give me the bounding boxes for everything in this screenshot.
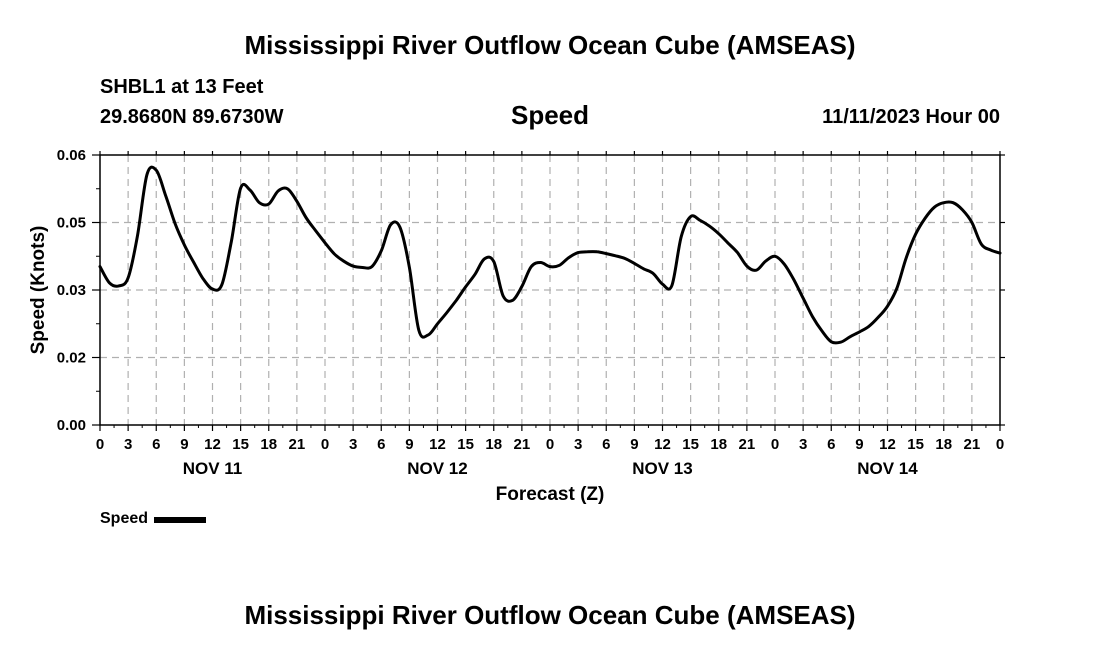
x-tick-label: 21 [289, 436, 306, 453]
x-tick-label: 6 [602, 436, 610, 453]
axis-labels: 0 3 6 9 12 15 18 21 0 3 6 9 12 15 18 21 0 3 6 9 12 15 18 21 0 3 6 9… [28, 147, 1004, 505]
y-tick-label: 0.06 [57, 147, 86, 164]
y-tick-label: 0.00 [57, 417, 86, 434]
x-tick-label: 0 [546, 436, 554, 453]
x-tick-label: 9 [855, 436, 863, 453]
x-tick-label: 12 [204, 436, 221, 453]
legend-line-swatch [154, 517, 207, 523]
x-tick-label: 15 [907, 436, 924, 453]
x-tick-label: 3 [124, 436, 132, 453]
x-tick-label: 3 [574, 436, 582, 453]
footer-title: Mississippi River Outflow Ocean Cube (AM… [244, 600, 856, 630]
forecast-datetime: 11/11/2023 Hour 00 [822, 106, 1000, 128]
chart-main-title: Mississippi River Outflow Ocean Cube (AM… [244, 30, 856, 60]
x-tick-label: 9 [180, 436, 188, 453]
series-layer [98, 165, 1002, 345]
station-label: SHBL1 at 13 Feet [100, 76, 264, 98]
day-label: NOV 13 [632, 459, 692, 478]
day-label: NOV 11 [183, 459, 243, 478]
x-tick-label: 6 [152, 436, 160, 453]
variable-title: Speed [510, 100, 590, 130]
x-tick-label: 21 [964, 436, 981, 453]
series-line-speed [98, 165, 1002, 345]
x-axis-title: Forecast (Z) [496, 484, 605, 505]
x-tick-label: 18 [260, 436, 277, 453]
legend: Speed [100, 510, 207, 528]
x-tick-label: 18 [935, 436, 952, 453]
x-tick-label: 3 [799, 436, 807, 453]
x-tick-label: 0 [771, 436, 779, 453]
x-tick-label: 0 [996, 436, 1004, 453]
grid-lines [100, 155, 1000, 425]
day-label: NOV 14 [857, 459, 918, 478]
x-tick-label: 15 [682, 436, 699, 453]
y-axis-title: Speed (Knots) [28, 226, 49, 355]
x-tick-label: 15 [232, 436, 249, 453]
y-tick-label: 0.02 [57, 350, 86, 367]
x-tick-label: 15 [457, 436, 474, 453]
x-tick-label: 0 [96, 436, 104, 453]
y-tick-label: 0.05 [57, 215, 86, 232]
x-tick-label: 18 [710, 436, 727, 453]
x-tick-label: 12 [429, 436, 446, 453]
x-tick-label: 12 [879, 436, 896, 453]
coordinates-label: 29.8680N 89.6730W [100, 106, 284, 128]
x-tick-label: 12 [654, 436, 671, 453]
day-label: NOV 12 [407, 459, 467, 478]
x-tick-label: 0 [321, 436, 329, 453]
x-tick-label: 18 [485, 436, 502, 453]
axis-ticks [92, 151, 1005, 431]
x-tick-label: 6 [377, 436, 385, 453]
x-tick-label: 6 [827, 436, 835, 453]
x-tick-label: 9 [630, 436, 638, 453]
x-tick-label: 9 [405, 436, 413, 453]
y-tick-label: 0.03 [57, 282, 86, 299]
legend-label: Speed [100, 510, 149, 527]
x-tick-label: 3 [349, 436, 357, 453]
x-tick-label: 21 [514, 436, 531, 453]
speed-chart: 0 3 6 9 12 15 18 21 0 3 6 9 12 15 18 21 0 3 6 9 12 15 18 21 0 3 6 9… [28, 147, 1005, 505]
x-tick-label: 21 [739, 436, 756, 453]
